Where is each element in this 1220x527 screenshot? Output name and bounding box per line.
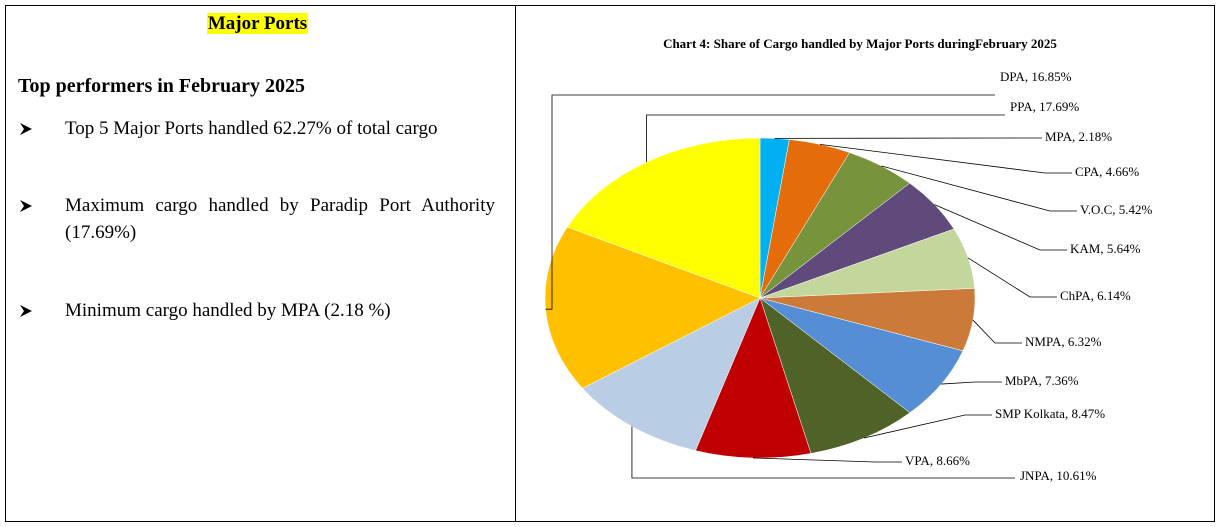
bullet-item: Top 5 Major Ports handled 62.27% of tota… <box>20 115 495 142</box>
bullet-item: Minimum cargo handled by MPA (2.18 %) <box>20 297 495 324</box>
subheading: Top performers in February 2025 <box>18 75 306 97</box>
chart-title: Chart 4: Share of Cargo handled by Major… <box>663 36 1057 51</box>
pie-slice <box>759 297 964 414</box>
slice-label: VPA, 8.66% <box>905 453 970 468</box>
bullet-item: Maximum cargo handled by Paradip Port Au… <box>20 192 495 246</box>
pie-slice <box>566 137 761 299</box>
bullet-icon <box>20 305 32 317</box>
leader-line <box>864 414 992 439</box>
leader-line <box>972 319 1022 344</box>
bullet-icon <box>20 200 32 212</box>
slice-label: PPA, 17.69% <box>1010 99 1079 114</box>
slice-label: ChPA, 6.14% <box>1060 288 1131 303</box>
bullet-text: Maximum cargo handled by Paradip Port Au… <box>65 195 495 243</box>
slice-label: KAM, 5.64% <box>1070 241 1141 256</box>
bullet-text: Top 5 Major Ports handled 62.27% of tota… <box>65 118 438 139</box>
slice-label: DPA, 16.85% <box>1000 69 1072 84</box>
leader-line <box>545 94 995 310</box>
heading-text: Major Ports <box>206 13 309 34</box>
leader-line <box>934 204 1067 251</box>
table-border <box>5 5 1215 522</box>
column-divider <box>515 5 516 522</box>
leader-line <box>631 426 1015 479</box>
leader-line <box>941 381 1002 385</box>
bullet-text: Minimum cargo handled by MPA (2.18 %) <box>65 300 391 321</box>
leader-line <box>646 114 1005 163</box>
slice-label: NMPA, 6.32% <box>1025 334 1102 349</box>
slice-label: JNPA, 10.61% <box>1020 468 1097 483</box>
leader-line <box>881 165 1077 212</box>
slice-label: V.O.C, 5.42% <box>1080 202 1153 217</box>
heading: Major Ports <box>0 13 515 35</box>
slice-label: CPA, 4.66% <box>1075 164 1139 179</box>
leader-line <box>752 457 902 463</box>
slice-label: MbPA, 7.36% <box>1005 373 1079 388</box>
slice-label: MPA, 2.18% <box>1045 129 1112 144</box>
slice-label: SMP Kolkata, 8.47% <box>995 406 1105 421</box>
leader-line <box>967 257 1057 298</box>
leader-line <box>820 143 1072 174</box>
pie-slice <box>582 297 761 451</box>
bullet-icon <box>20 123 32 135</box>
